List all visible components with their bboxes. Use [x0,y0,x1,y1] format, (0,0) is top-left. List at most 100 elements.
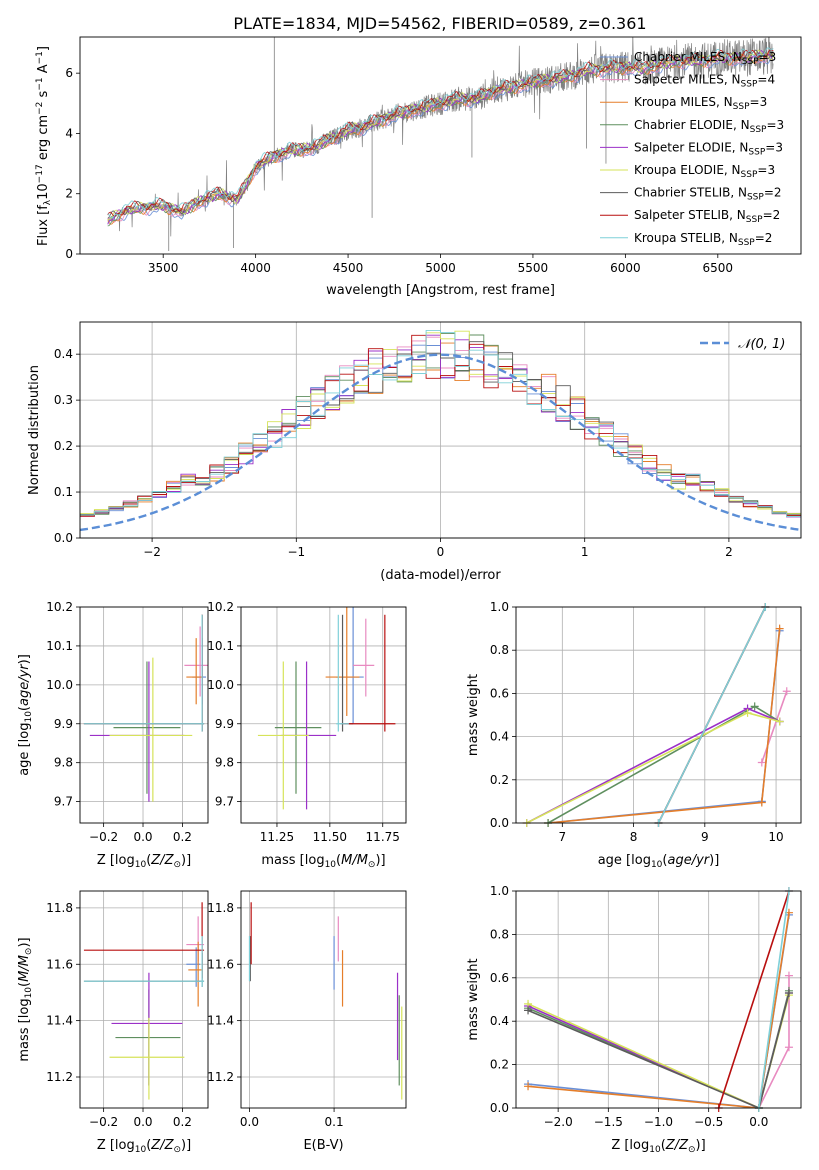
figure-title: PLATE=1834, MJD=54562, FIBERID=0589, z=0… [233,14,646,33]
axes-ebv-mass: 0.0 0.1 11.2 11.4 11.6 11.8 [207,891,406,1129]
Z-weight-frame [515,890,802,1109]
errorbar-point [83,936,205,987]
y-tick-label: 0.4 [54,347,73,361]
label-part: SSP [742,57,759,67]
label-part: −1 [35,51,45,64]
errorbar-point [83,902,205,979]
Z-mass-ylabel: mass [log10​(M/M⊙​)] [17,937,34,1061]
axes-Z-mass: −0.2 0.0 0.2 11.2 11.4 11.6 11.8 [46,891,208,1129]
x-tick-label: 0.0 [240,1115,259,1129]
axes-spectrum: 3500 4000 4500 5000 5500 6000 6500 0 2 4 6 [65,66,733,275]
y-tick-label: 9.8 [215,756,234,770]
label-part: Chabrier ELODIE, N [634,118,750,132]
weight-marker [757,798,766,807]
legend-label: Kroupa MILES, NSSP​=3 [634,95,767,112]
weight-line [547,705,781,823]
errorbar-point [186,916,205,962]
errorbar-point [115,989,181,1086]
label-part: Z [log [97,1138,135,1153]
x-tick-label: 5000 [425,261,456,275]
label-part: 10 [651,860,663,870]
label-part: erg cm [36,115,51,164]
y-tick-label: 10.0 [207,678,234,692]
errorbar-point [353,618,375,697]
label-part: Chabrier MILES, N [634,50,742,64]
x-tick-label: 8 [630,830,638,844]
spectrum-model-line [107,49,774,217]
y-tick-label: 10.1 [46,639,73,653]
y-tick-label: 10.1 [207,639,234,653]
y-tick-label: 10.0 [46,678,73,692]
y-tick-label: 11.2 [207,1070,234,1084]
label-part: ( [17,706,32,711]
x-tick-label: 0 [437,545,445,559]
label-part: Kroupa STELIB, N [634,231,738,245]
label-part: SSP [741,80,758,90]
Z-age-ylabel: age [log10​(age/yr)] [17,654,34,776]
ebv-mass-xlabel: E(B-V) [303,1138,343,1153]
label-part: Z/Z [150,1138,174,1153]
label-part: s [36,90,51,101]
legend-label: Salpeter STELIB, NSSP​=2 [634,208,780,225]
Z-mass-xlabel: Z [log10​(Z/Z⊙​)] [97,1138,191,1155]
x-tick-label: 11.75 [366,830,400,844]
errorbar-point [83,614,205,732]
x-tick-label: 0.0 [133,1115,152,1129]
y-tick-label: 4 [65,126,73,140]
errorbar-point [83,614,205,732]
label-part: −2 [35,102,45,115]
label-part: 10 [325,860,337,870]
label-part: Chabrier STELIB, N [634,186,747,200]
x-tick-label: −1.5 [594,1115,623,1129]
legend-label: Chabrier STELIB, NSSP​=2 [634,186,782,203]
y-tick-label: 0.8 [490,643,509,657]
ebv-mass-frame [240,890,407,1109]
label-part: age [log [17,723,32,776]
label-part: ⊙ [688,1145,696,1155]
label-part: ( [146,853,151,868]
histogram-step [80,329,801,538]
legend-label: Kroupa STELIB, NSSP​=2 [634,231,772,248]
label-part: SSP [733,102,750,112]
y-tick-label: 0.3 [54,393,73,407]
label-part: =2 [755,231,773,245]
x-tick-label: 6000 [610,261,641,275]
x-tick-label: 0.0 [749,1115,768,1129]
label-part: =2 [764,186,782,200]
age-weight-ylabel: mass weight [466,674,481,756]
errorbar-point [342,614,396,732]
y-tick-label: 0.6 [490,971,509,985]
label-part: Salpeter MILES, N [634,73,741,87]
Z-mass-frame [79,890,209,1109]
label-part: )] [17,654,32,664]
y-tick-label: 0 [65,247,73,261]
y-tick-label: 9.7 [215,795,234,809]
y-tick-label: 0.2 [54,439,73,453]
x-tick-label: 3500 [148,261,179,275]
errorbar-point [109,1017,185,1100]
label-part: ⊙ [368,860,376,870]
residuals-frame [79,321,802,539]
weight-marker [775,717,784,726]
y-tick-label: 0.4 [490,730,509,744]
x-tick-label: 5500 [518,261,549,275]
y-tick-label: 11.8 [207,901,234,915]
y-tick-label: 9.9 [54,717,73,731]
residuals-xlabel: (data-model)/error [380,568,501,583]
label-part: )] [709,853,719,868]
label-part: Z/Z [665,1138,689,1153]
x-tick-label: 6500 [703,261,734,275]
label-part: SSP [746,215,763,225]
weight-line [717,891,790,1108]
y-tick-label: 9.8 [54,756,73,770]
label-part: age/yr [17,663,32,706]
weight-marker [775,624,784,633]
x-tick-label: 9 [701,830,709,844]
x-tick-label: 7 [558,830,566,844]
y-tick-label: 0.0 [490,1101,509,1115]
label-part: )] [375,853,385,868]
x-tick-label: 2 [725,545,733,559]
y-tick-label: 9.9 [215,717,234,731]
y-tick-label: 6 [65,66,73,80]
